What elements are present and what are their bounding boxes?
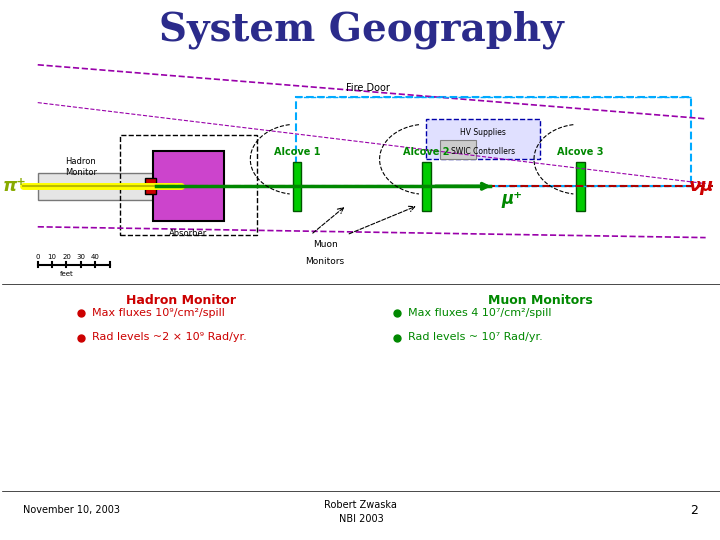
- Bar: [145, 178, 156, 194]
- Text: Max fluxes 4 10⁷/cm²/spill: Max fluxes 4 10⁷/cm²/spill: [408, 308, 551, 318]
- Text: Rad levels ~ 10⁷ Rad/yr.: Rad levels ~ 10⁷ Rad/yr.: [408, 333, 542, 342]
- Text: Alcove 3: Alcove 3: [557, 146, 604, 157]
- Text: νμ: νμ: [689, 177, 714, 195]
- Bar: [577, 162, 585, 211]
- Bar: [426, 119, 541, 159]
- Bar: [153, 151, 225, 221]
- Text: 0: 0: [35, 254, 40, 260]
- Text: Alcove 1: Alcove 1: [274, 146, 320, 157]
- Bar: [293, 162, 301, 211]
- Bar: [440, 140, 476, 159]
- Text: Muon: Muon: [312, 240, 338, 249]
- Text: Hadron: Hadron: [66, 157, 96, 166]
- Bar: [120, 135, 257, 235]
- Text: 30: 30: [76, 254, 86, 260]
- Text: SWIC Controllers: SWIC Controllers: [451, 147, 515, 156]
- Bar: [422, 162, 431, 211]
- Text: HV Supplies: HV Supplies: [460, 128, 506, 137]
- Text: November 10, 2003: November 10, 2003: [23, 505, 120, 515]
- Bar: [297, 97, 691, 186]
- Text: 40: 40: [91, 254, 99, 260]
- Text: NBI 2003: NBI 2003: [338, 515, 383, 524]
- Text: Rad levels ~2 × 10⁹ Rad/yr.: Rad levels ~2 × 10⁹ Rad/yr.: [91, 333, 246, 342]
- Text: Hadron Monitor: Hadron Monitor: [127, 294, 236, 307]
- Text: Robert Zwaska: Robert Zwaska: [325, 500, 397, 510]
- Text: 10: 10: [48, 254, 57, 260]
- Text: Monitors: Monitors: [305, 256, 345, 266]
- Text: Max fluxes 10⁹/cm²/spill: Max fluxes 10⁹/cm²/spill: [91, 308, 225, 318]
- Text: System Geography: System Geography: [158, 10, 563, 49]
- Text: μ⁺: μ⁺: [501, 190, 522, 208]
- Text: Fire Door: Fire Door: [346, 83, 390, 93]
- Text: Absorber: Absorber: [169, 230, 207, 239]
- Text: feet: feet: [60, 271, 73, 277]
- Text: 20: 20: [62, 254, 71, 260]
- Text: Alcove 2: Alcove 2: [403, 146, 449, 157]
- Bar: [37, 173, 181, 200]
- Text: Monitor: Monitor: [65, 168, 96, 177]
- Text: 2: 2: [690, 504, 698, 517]
- Text: π⁺: π⁺: [3, 177, 27, 195]
- Text: Muon Monitors: Muon Monitors: [488, 294, 593, 307]
